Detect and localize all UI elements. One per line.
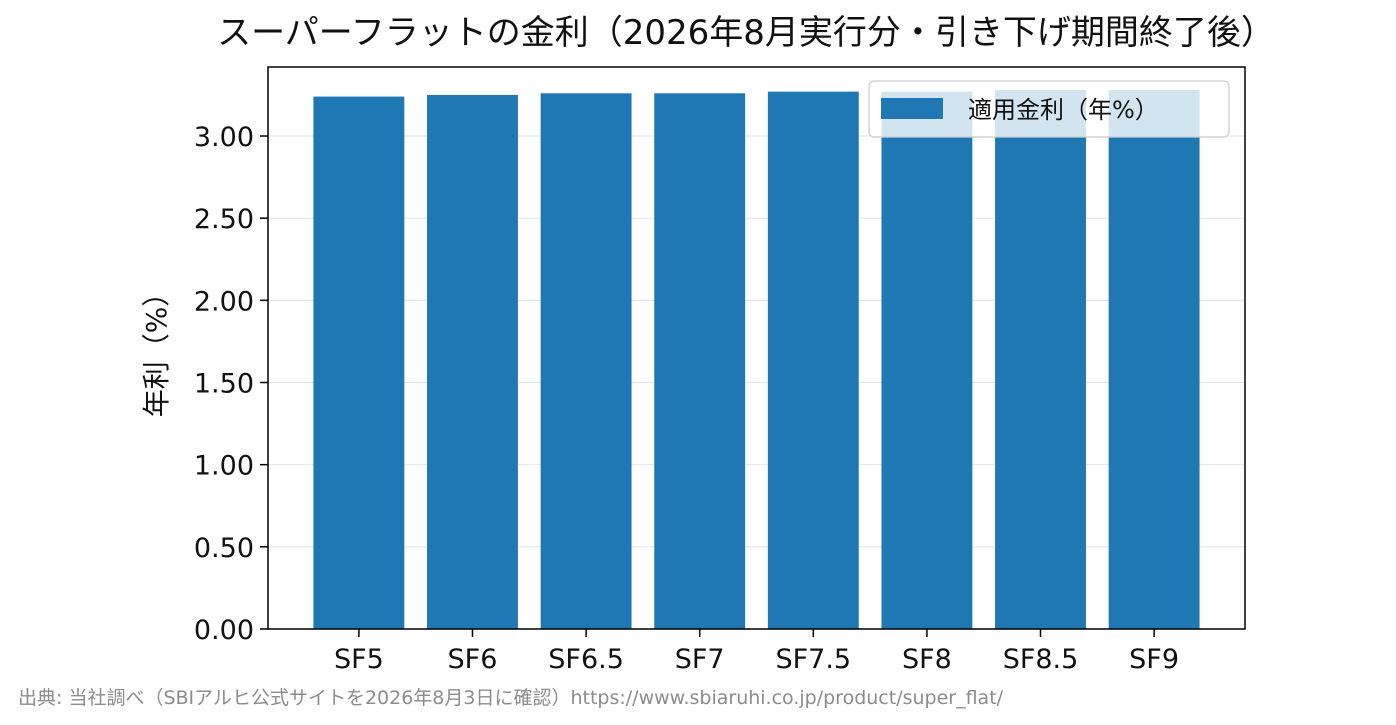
bars	[313, 90, 1200, 630]
x-tick-label: SF8.5	[1003, 644, 1079, 675]
legend-label: 適用金利（年%）	[968, 96, 1159, 124]
bar-SF6.5	[540, 93, 632, 629]
legend: 適用金利（年%）	[868, 80, 1230, 138]
gridlines	[268, 135, 1245, 630]
bar-SF8.5	[995, 90, 1086, 629]
legend-box	[868, 80, 1230, 138]
bar-SF7.5	[767, 91, 859, 630]
bar-SF6	[427, 94, 518, 629]
y-tick-label: 1.00	[194, 451, 254, 482]
chart-title: スーパーフラットの金利（2026年8月実行分・引き下げ期間終了後）	[217, 13, 1275, 53]
x-tick-label: SF7.5	[775, 644, 851, 675]
source-note: 出典: 当社調べ（SBIアルヒ公式サイトを2026年8月3日に確認）https:…	[18, 687, 1004, 709]
bar-SF8	[881, 91, 973, 630]
plot-area	[267, 66, 1246, 630]
bar-SF5	[313, 96, 405, 629]
y-tick-label: 2.50	[194, 204, 254, 235]
x-tick-label: SF8	[902, 644, 952, 675]
y-axis-ticks: 0.00 0.50 1.00 1.50 2.00 2.50 3.00	[194, 122, 268, 646]
y-tick-label: 0.50	[194, 533, 254, 564]
y-tick-label: 1.50	[194, 369, 254, 400]
x-axis-ticks: SF5 SF6 SF6.5 SF7 SF7.5 SF8 SF8.5 SF9	[334, 629, 1179, 675]
legend-swatch	[881, 98, 943, 119]
bar-SF7	[654, 93, 746, 629]
y-axis-label: 年利（%）	[140, 279, 173, 418]
y-tick-label: 0.00	[194, 615, 254, 646]
x-tick-label: SF6.5	[548, 644, 624, 675]
x-tick-label: SF5	[334, 644, 384, 675]
y-tick-label: 2.00	[194, 286, 254, 317]
x-tick-label: SF7	[675, 644, 725, 675]
bar-SF9	[1108, 90, 1200, 629]
x-tick-label: SF9	[1129, 644, 1179, 675]
x-tick-label: SF6	[448, 644, 498, 675]
y-tick-label: 3.00	[194, 122, 254, 153]
